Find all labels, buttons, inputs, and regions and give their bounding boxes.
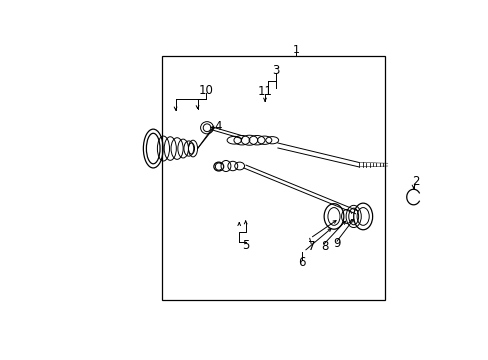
Text: 2: 2 bbox=[411, 175, 419, 188]
Text: 10: 10 bbox=[198, 84, 213, 97]
Bar bbox=[161, 56, 385, 300]
Text: 1: 1 bbox=[292, 45, 299, 55]
Text: 4: 4 bbox=[213, 120, 221, 133]
Text: 9: 9 bbox=[333, 237, 340, 250]
Text: 5: 5 bbox=[242, 239, 249, 252]
Text: 3: 3 bbox=[272, 64, 279, 77]
Text: 7: 7 bbox=[307, 240, 315, 253]
Text: 6: 6 bbox=[297, 256, 305, 269]
Text: 8: 8 bbox=[320, 240, 327, 253]
Text: 11: 11 bbox=[257, 85, 272, 98]
